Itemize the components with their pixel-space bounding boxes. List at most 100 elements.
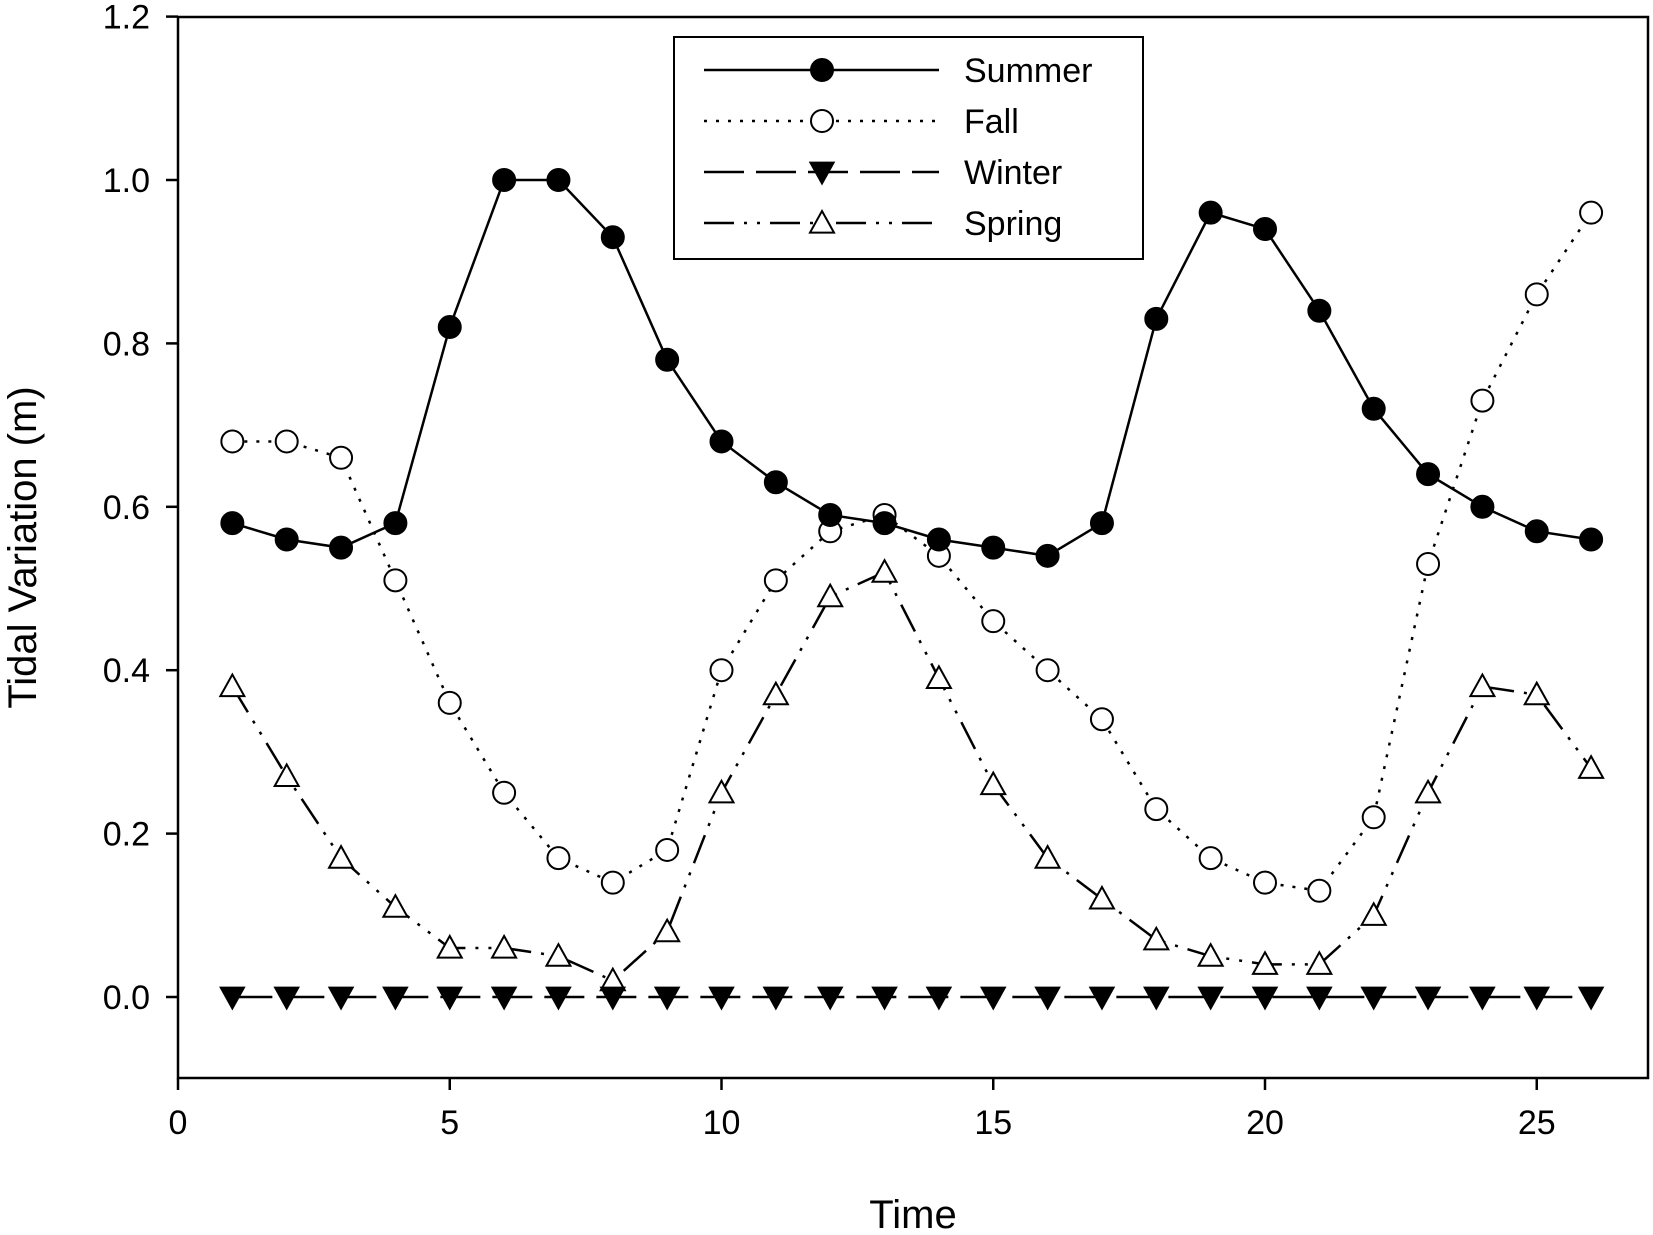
data-point-winter <box>1143 986 1170 1011</box>
data-point-winter <box>708 986 735 1011</box>
x-tick-label: 25 <box>1518 1104 1556 1142</box>
legend-marker-winter <box>808 161 836 186</box>
data-point-spring <box>1033 844 1062 869</box>
data-point-fall <box>1253 870 1277 895</box>
data-point-winter <box>653 986 681 1011</box>
data-point-spring <box>979 770 1007 796</box>
y-tick-label: 0.4 <box>103 652 150 690</box>
legend-marker-fall <box>810 109 834 133</box>
y-tick-label: 0.8 <box>103 325 150 363</box>
legend-label-spring: Spring <box>964 205 1062 243</box>
data-point-fall <box>1524 282 1549 307</box>
data-point-fall <box>274 429 299 454</box>
data-point-spring <box>816 582 844 608</box>
y-axis-title: Tidal Variation (m) <box>1 386 45 708</box>
data-point-winter <box>219 986 246 1011</box>
data-point-spring <box>1577 754 1605 779</box>
y-tick-label: 0.2 <box>103 816 150 854</box>
data-point-summer <box>546 168 571 192</box>
data-point-spring <box>925 664 953 689</box>
x-tick-label: 5 <box>440 1104 459 1142</box>
data-point-winter <box>871 986 898 1011</box>
data-point-fall <box>1361 805 1386 830</box>
data-point-winter <box>1197 986 1224 1011</box>
data-point-winter <box>273 986 300 1011</box>
data-point-spring <box>653 917 681 943</box>
data-point-summer <box>763 470 788 495</box>
data-point-spring <box>870 558 899 583</box>
legend-label-winter: Winter <box>964 154 1062 192</box>
series-layer <box>218 168 1605 1011</box>
data-point-winter <box>545 986 572 1011</box>
data-point-spring <box>1414 778 1442 804</box>
series-fall <box>220 200 1604 903</box>
y-tick-label: 0.6 <box>103 489 150 527</box>
series-line-summer <box>231 178 1592 558</box>
data-point-summer <box>1361 396 1386 421</box>
legend-item-winter: Winter <box>704 154 1062 192</box>
data-point-winter <box>436 986 464 1011</box>
data-point-summer <box>709 429 734 454</box>
y-tick-label: 1.0 <box>103 162 150 200</box>
data-point-fall <box>492 780 517 805</box>
data-point-fall <box>329 445 354 470</box>
data-point-spring <box>273 762 301 788</box>
data-point-winter <box>1577 986 1605 1011</box>
data-point-summer <box>818 502 843 527</box>
data-point-fall <box>763 568 788 593</box>
legend-item-fall: Fall <box>704 103 1019 141</box>
data-point-winter <box>1523 986 1551 1011</box>
data-point-summer <box>926 527 951 552</box>
x-axis: 0 5 10 15 20 25 <box>169 1078 1556 1142</box>
y-tick-label: 0.0 <box>103 979 150 1017</box>
data-point-spring <box>1142 925 1170 951</box>
data-point-winter <box>816 986 844 1011</box>
data-point-spring <box>327 844 355 869</box>
data-point-summer <box>1579 527 1604 552</box>
data-point-spring <box>1196 942 1225 967</box>
legend-marker-summer <box>810 58 834 82</box>
data-point-winter <box>762 986 790 1011</box>
data-point-winter <box>490 986 518 1011</box>
data-point-fall <box>1307 878 1332 903</box>
data-point-fall <box>1416 551 1441 576</box>
data-point-summer <box>274 527 299 552</box>
data-point-summer <box>872 511 897 536</box>
x-tick-label: 15 <box>974 1104 1012 1142</box>
data-point-winter <box>1360 986 1387 1011</box>
series-winter <box>219 986 1605 1011</box>
data-point-summer <box>981 535 1006 560</box>
legend-label-summer: Summer <box>964 52 1092 90</box>
data-point-summer <box>1253 217 1277 242</box>
data-point-winter <box>1469 986 1496 1011</box>
data-point-summer <box>1198 200 1223 225</box>
data-point-winter <box>382 986 409 1011</box>
data-point-winter <box>1088 986 1116 1011</box>
data-point-winter <box>1034 986 1061 1011</box>
data-point-summer <box>1144 306 1169 331</box>
data-point-winter <box>979 986 1007 1011</box>
y-tick-label: 1.2 <box>103 0 150 37</box>
series-spring <box>218 558 1605 992</box>
data-point-fall <box>220 429 245 454</box>
series-summer <box>220 168 1604 568</box>
data-point-spring <box>762 680 790 706</box>
data-point-fall <box>1579 200 1604 225</box>
data-point-fall <box>1198 846 1223 871</box>
data-point-spring <box>1251 950 1279 975</box>
data-point-spring <box>544 942 573 967</box>
data-point-fall <box>600 870 625 895</box>
data-point-winter <box>925 986 953 1011</box>
data-point-summer <box>655 347 680 372</box>
data-point-summer <box>600 225 625 250</box>
series-line-spring <box>231 570 1593 983</box>
data-point-winter <box>327 986 355 1011</box>
data-point-fall <box>1144 797 1169 822</box>
legend-label-fall: Fall <box>964 103 1019 141</box>
plot-area-frame <box>176 15 1650 1080</box>
data-point-fall <box>1035 658 1060 683</box>
data-point-fall <box>709 658 734 683</box>
data-point-spring <box>381 893 410 918</box>
data-point-spring <box>1088 884 1116 910</box>
x-tick-label: 20 <box>1246 1104 1284 1142</box>
